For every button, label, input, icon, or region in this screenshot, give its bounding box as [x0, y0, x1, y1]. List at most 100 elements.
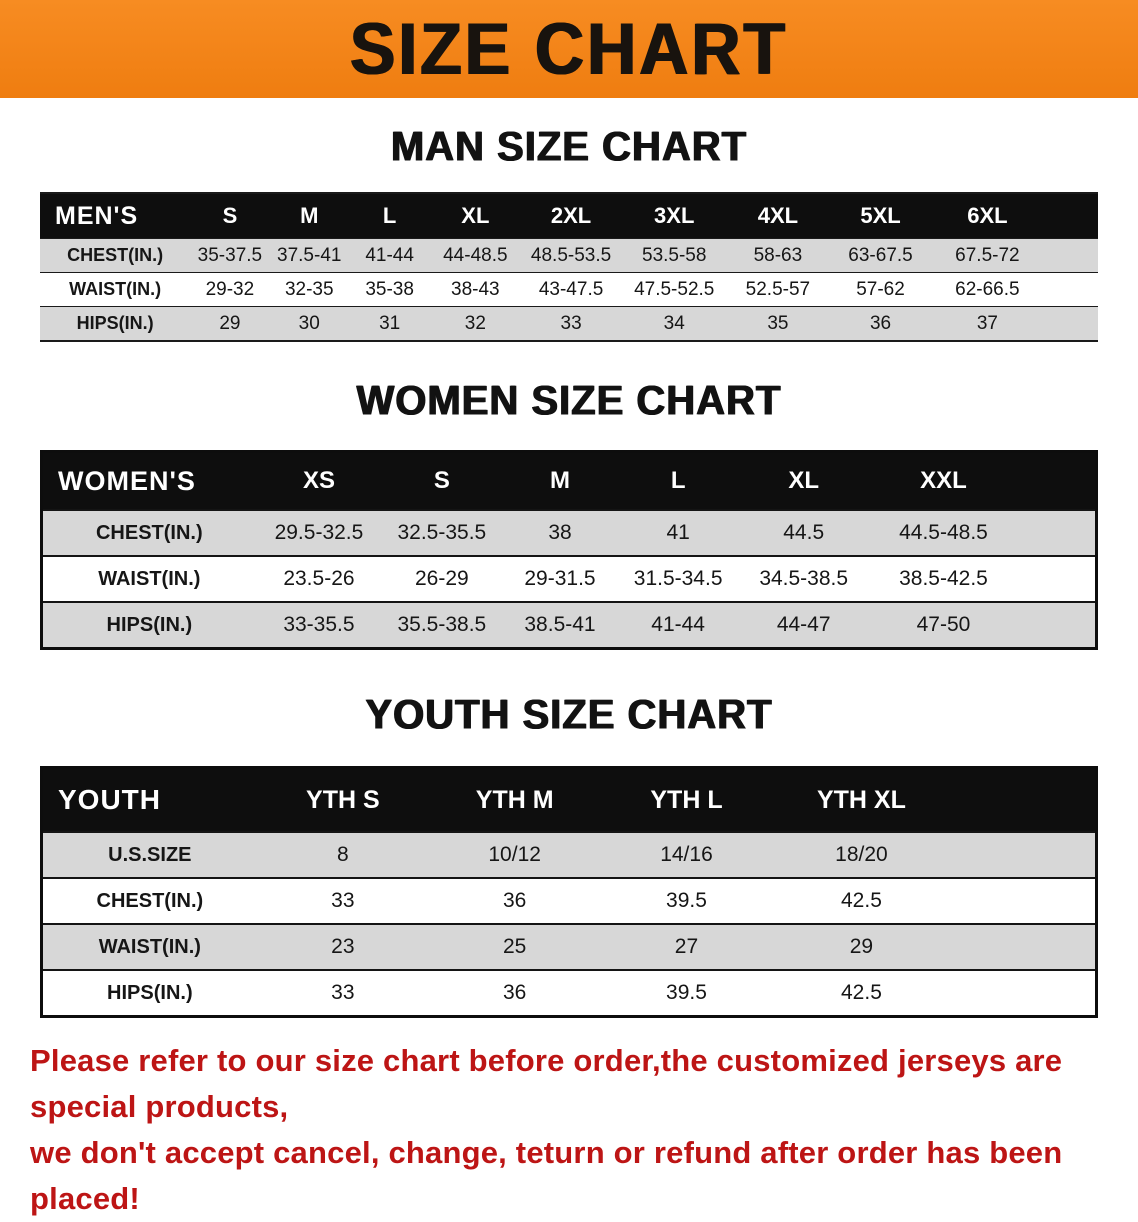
size-header-cell: XS	[255, 451, 383, 510]
header-row: YOUTH YTH S YTH M YTH L YTH XL	[41, 767, 1097, 832]
disclaimer: Please refer to our size chart before or…	[30, 1038, 1108, 1222]
value-cell: 37.5-41	[269, 238, 349, 273]
size-header-cell: L	[348, 193, 431, 239]
row-label-cell: CHEST(IN.)	[41, 509, 256, 556]
disclaimer-line-2: we don't accept cancel, change, teturn o…	[30, 1135, 1063, 1216]
table-row: U.S.SIZE 8 10/12 14/16 18/20	[41, 831, 1097, 878]
value-cell: 44.5-48.5	[869, 509, 1018, 556]
value-cell: 38.5-41	[501, 601, 619, 649]
value-cell: 39.5	[600, 969, 773, 1017]
value-cell: 62-66.5	[931, 272, 1043, 307]
size-header-cell: 4XL	[726, 193, 830, 239]
value-cell: 35-37.5	[190, 238, 270, 273]
size-header-cell: 6XL	[931, 193, 1043, 239]
size-header-cell: XL	[430, 193, 521, 239]
value-cell	[1042, 306, 1098, 341]
value-cell: 41	[618, 509, 738, 556]
value-cell	[950, 969, 1097, 1017]
men-size-table: MEN'S S M L XL 2XL 3XL 4XL 5XL 6XL CHEST(IN.) 35-37…	[40, 192, 1098, 342]
size-header-cell: 5XL	[829, 193, 932, 239]
value-cell: 38	[501, 509, 619, 556]
value-cell: 8	[256, 831, 430, 878]
header-row: WOMEN'S XS S M L XL XXL	[41, 451, 1097, 510]
size-header-cell: YTH M	[429, 767, 601, 832]
value-cell: 31	[348, 306, 431, 341]
value-cell	[1017, 555, 1097, 602]
value-cell: 14/16	[600, 831, 773, 878]
table-title-cell: YOUTH	[41, 767, 257, 832]
disclaimer-line-1: Please refer to our size chart before or…	[30, 1043, 1063, 1124]
value-cell: 33	[256, 877, 430, 924]
value-cell: 29	[772, 923, 951, 970]
row-label-cell: WAIST(IN.)	[41, 923, 257, 970]
value-cell: 31.5-34.5	[618, 555, 738, 602]
value-cell: 67.5-72	[931, 238, 1043, 273]
value-cell	[1042, 272, 1098, 307]
row-label-cell: CHEST(IN.)	[41, 877, 257, 924]
value-cell: 27	[600, 923, 773, 970]
size-table: MEN'S S M L XL 2XL 3XL 4XL 5XL 6XL CHEST(IN.) 35-37…	[40, 192, 1098, 342]
value-cell: 33-35.5	[255, 601, 383, 649]
value-cell: 32-35	[269, 272, 349, 307]
table-row: CHEST(IN.) 29.5-32.5 32.5-35.5 38 41 44.5 44.5…	[41, 509, 1097, 556]
value-cell: 36	[429, 877, 601, 924]
banner-title: SIZE CHART	[350, 7, 788, 91]
size-table: WOMEN'S XS S M L XL XXL CHEST(IN.) 29.5-32.5 32.5…	[40, 450, 1098, 650]
value-cell: 44.5	[737, 509, 870, 556]
size-header-cell: S	[190, 193, 270, 239]
row-label-cell: HIPS(IN.)	[41, 601, 256, 649]
value-cell: 53.5-58	[621, 238, 727, 273]
table-row: HIPS(IN.) 29 30 31 32 33 34 35 36 37	[40, 306, 1098, 341]
value-cell: 42.5	[772, 969, 951, 1017]
table-title-cell: MEN'S	[40, 193, 191, 239]
value-cell: 35-38	[348, 272, 431, 307]
value-cell: 42.5	[772, 877, 951, 924]
size-header-cell: M	[269, 193, 349, 239]
size-header-cell: XL	[737, 451, 870, 510]
women-size-chart-heading: WOMEN SIZE CHART	[356, 377, 782, 425]
table-row: CHEST(IN.) 35-37.5 37.5-41 41-44 44-48.5 48.5…	[40, 238, 1098, 273]
size-header-cell: 2XL	[520, 193, 622, 239]
size-header-cell: YTH S	[256, 767, 430, 832]
value-cell: 63-67.5	[829, 238, 932, 273]
table-title-cell: WOMEN'S	[41, 451, 256, 510]
value-cell: 57-62	[829, 272, 932, 307]
value-cell: 35.5-38.5	[382, 601, 502, 649]
section-women: WOMEN SIZE CHART WOMEN'S XS S M L XL XXL CHEST(…	[0, 378, 1138, 650]
section-men: MAN SIZE CHART MEN'S S M L XL 2XL 3XL 4XL 5XL 6XL…	[0, 124, 1138, 342]
row-label-cell: U.S.SIZE	[41, 831, 257, 878]
value-cell: 58-63	[726, 238, 830, 273]
value-cell: 33	[256, 969, 430, 1017]
value-cell	[1017, 509, 1097, 556]
section-youth: YOUTH SIZE CHART YOUTH YTH S YTH M YTH L YTH…	[0, 692, 1138, 1018]
value-cell: 48.5-53.5	[520, 238, 622, 273]
value-cell	[950, 831, 1097, 878]
table-row: HIPS(IN.) 33 36 39.5 42.5	[41, 969, 1097, 1017]
row-label-cell: WAIST(IN.)	[40, 272, 191, 307]
header-row: MEN'S S M L XL 2XL 3XL 4XL 5XL 6XL	[40, 193, 1098, 239]
size-header-cell	[950, 767, 1097, 832]
value-cell: 39.5	[600, 877, 773, 924]
value-cell: 29	[190, 306, 270, 341]
value-cell: 18/20	[772, 831, 951, 878]
value-cell	[1017, 601, 1097, 649]
youth-size-table: YOUTH YTH S YTH M YTH L YTH XL U.S.SIZE 8 10/12…	[40, 766, 1098, 1018]
value-cell: 47.5-52.5	[621, 272, 727, 307]
value-cell: 41-44	[618, 601, 738, 649]
value-cell: 26-29	[382, 555, 502, 602]
value-cell: 23.5-26	[255, 555, 383, 602]
table-row: WAIST(IN.) 23.5-26 26-29 29-31.5 31.5-34.5 34…	[41, 555, 1097, 602]
size-table: YOUTH YTH S YTH M YTH L YTH XL U.S.SIZE 8 10/12…	[40, 766, 1098, 1018]
value-cell: 35	[726, 306, 830, 341]
men-size-chart-heading: MAN SIZE CHART	[390, 123, 748, 171]
table-row: WAIST(IN.) 23 25 27 29	[41, 923, 1097, 970]
value-cell: 34.5-38.5	[737, 555, 870, 602]
table-row: CHEST(IN.) 33 36 39.5 42.5	[41, 877, 1097, 924]
value-cell: 44-48.5	[430, 238, 521, 273]
value-cell: 36	[429, 969, 601, 1017]
value-cell: 37	[931, 306, 1043, 341]
value-cell: 29.5-32.5	[255, 509, 383, 556]
value-cell: 52.5-57	[726, 272, 830, 307]
value-cell: 38-43	[430, 272, 521, 307]
value-cell: 38.5-42.5	[869, 555, 1018, 602]
